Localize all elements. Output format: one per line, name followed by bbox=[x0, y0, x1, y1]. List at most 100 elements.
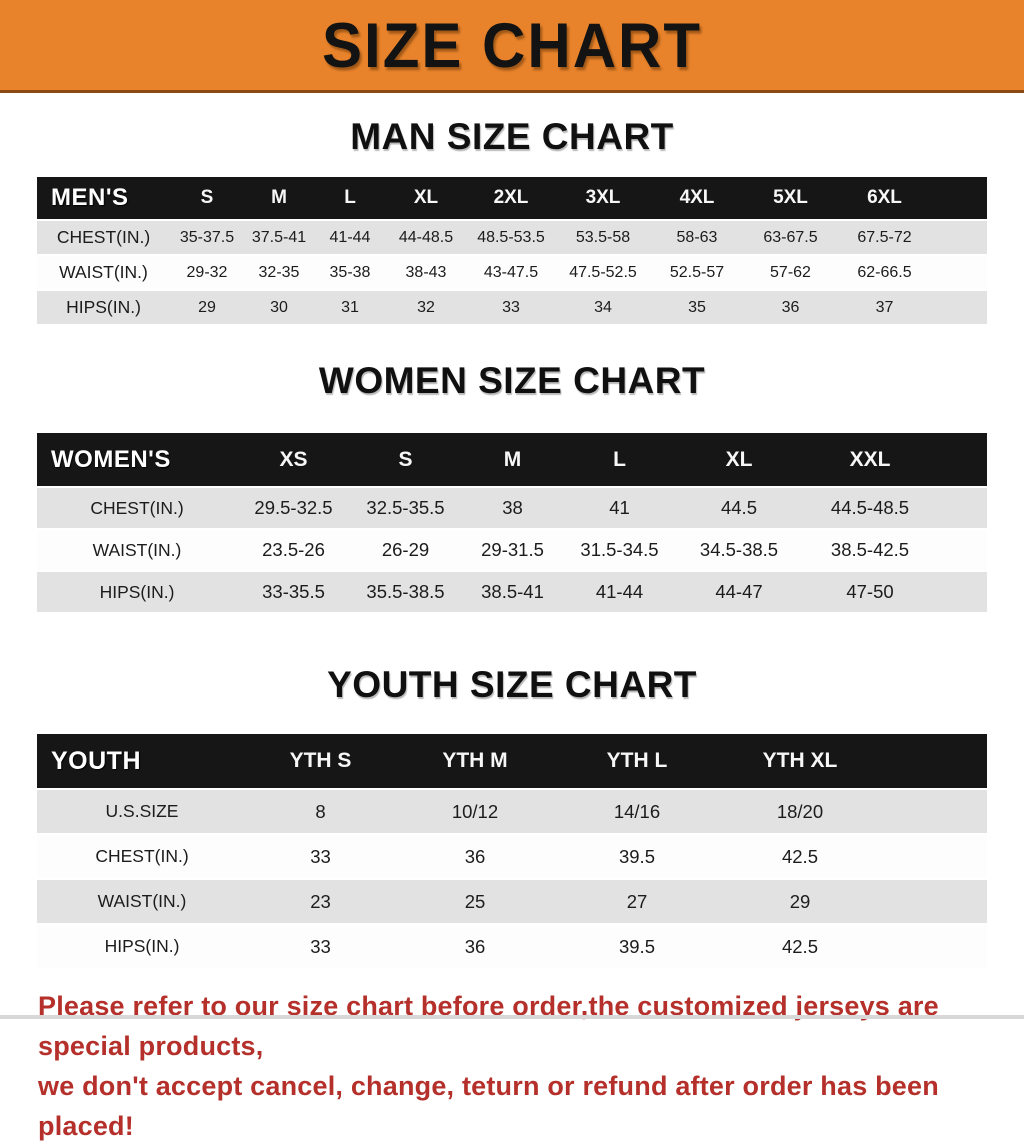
size-value: 29 bbox=[789, 890, 811, 912]
size-value: 38.5-42.5 bbox=[830, 539, 910, 560]
corner-label: MEN'S bbox=[37, 177, 170, 219]
header-row: WOMEN'S XS S M L XL XXL bbox=[37, 433, 987, 486]
women-size-table: WOMEN'S XS S M L XL XXL CHEST(IN.) 29.5-32.5 32.5… bbox=[37, 431, 987, 614]
size-value: 35 bbox=[688, 298, 706, 316]
size-column-header: L bbox=[314, 177, 386, 219]
size-column-header: S bbox=[350, 433, 461, 486]
size-value: 44.5-48.5 bbox=[830, 497, 910, 518]
size-value: 26-29 bbox=[381, 539, 430, 560]
size-value: 29-31.5 bbox=[481, 539, 544, 560]
men-size-table: MEN'S S M L XL 2XL 3XL 4XL 5XL 6XL CHEST(IN.) 35-37… bbox=[37, 175, 987, 326]
row-label: CHEST(IN.) bbox=[90, 497, 184, 518]
size-column-header: 6XL bbox=[837, 177, 932, 219]
size-column-header: M bbox=[461, 433, 564, 486]
size-column-header: M bbox=[244, 177, 314, 219]
women-section-heading: WOMEN SIZE CHART bbox=[318, 360, 706, 401]
spacer-cell bbox=[937, 488, 987, 528]
size-value: 23 bbox=[310, 890, 331, 912]
size-value: 48.5-53.5 bbox=[477, 228, 545, 246]
size-value: 33 bbox=[502, 298, 520, 316]
size-value: 33-35.5 bbox=[262, 581, 325, 602]
size-value: 33 bbox=[310, 935, 331, 957]
size-value: 33 bbox=[310, 845, 331, 867]
size-column-header: 2XL bbox=[466, 177, 556, 219]
size-value: 53.5-58 bbox=[575, 228, 631, 246]
size-value: 39.5 bbox=[618, 935, 655, 957]
table-row: CHEST(IN.) 33 36 39.5 42.5 bbox=[37, 835, 987, 878]
size-value: 27 bbox=[626, 890, 648, 912]
table-row: WAIST(IN.) 23.5-26 26-29 29-31.5 31.5-34.5 34… bbox=[37, 530, 987, 570]
table-row: HIPS(IN.) 33-35.5 35.5-38.5 38.5-41 41-44 44-… bbox=[37, 572, 987, 612]
corner-label: WOMEN'S bbox=[37, 433, 237, 486]
size-value: 38 bbox=[502, 497, 523, 518]
size-value: 31.5-34.5 bbox=[580, 539, 659, 560]
row-label: WAIST(IN.) bbox=[59, 262, 148, 282]
women-size-section: WOMEN SIZE CHART WOMEN'S XS S M L XL XXL CHEST(… bbox=[0, 360, 1024, 614]
youth-section-heading: YOUTH SIZE CHART bbox=[327, 664, 697, 705]
size-value: 36 bbox=[464, 935, 486, 957]
size-value: 25 bbox=[464, 890, 486, 912]
row-label: U.S.SIZE bbox=[105, 801, 179, 821]
spacer-cell bbox=[932, 221, 987, 254]
size-column-header: XL bbox=[675, 433, 803, 486]
header-row: MEN'S S M L XL 2XL 3XL 4XL 5XL 6XL bbox=[37, 177, 987, 219]
size-value: 47-50 bbox=[846, 581, 894, 602]
spacer-cell bbox=[932, 177, 987, 219]
men-size-section: MAN SIZE CHART MEN'S S M L XL 2XL 3XL 4XL 5XL 6XL… bbox=[0, 116, 1024, 326]
size-value: 39.5 bbox=[618, 845, 655, 867]
spacer-cell bbox=[882, 734, 987, 788]
row-label: HIPS(IN.) bbox=[104, 936, 180, 956]
table-row: WAIST(IN.) 29-32 32-35 35-38 38-43 43-47.5 47.… bbox=[37, 256, 987, 289]
size-column-header: XS bbox=[237, 433, 350, 486]
size-value: 44.5 bbox=[720, 497, 757, 518]
table-row: U.S.SIZE 8 10/12 14/16 18/20 bbox=[37, 790, 987, 833]
size-value: 63-67.5 bbox=[763, 228, 818, 246]
size-value: 8 bbox=[315, 800, 326, 822]
spacer-cell bbox=[882, 790, 987, 833]
size-value: 35-37.5 bbox=[179, 228, 235, 246]
spacer-cell bbox=[937, 433, 987, 486]
size-column-header: YTH S bbox=[247, 734, 394, 788]
size-value: 42.5 bbox=[781, 845, 818, 867]
table-row: WAIST(IN.) 23 25 27 29 bbox=[37, 880, 987, 923]
size-value: 43-47.5 bbox=[483, 263, 539, 281]
size-value: 58-63 bbox=[676, 228, 718, 246]
corner-label: YOUTH bbox=[37, 734, 247, 788]
spacer-cell bbox=[882, 835, 987, 878]
size-value: 37 bbox=[875, 298, 894, 316]
size-value: 36 bbox=[464, 845, 486, 867]
size-value: 44-47 bbox=[715, 581, 763, 602]
spacer-cell bbox=[882, 925, 987, 968]
spacer-cell bbox=[932, 256, 987, 289]
size-value: 37.5-41 bbox=[251, 228, 307, 246]
size-value: 29 bbox=[198, 298, 216, 316]
size-value: 18/20 bbox=[776, 800, 824, 822]
header-row: YOUTH YTH S YTH M YTH L YTH XL bbox=[37, 734, 987, 788]
size-value: 32 bbox=[417, 298, 435, 316]
row-label: HIPS(IN.) bbox=[99, 581, 175, 602]
size-value: 14/16 bbox=[613, 800, 661, 822]
row-label: HIPS(IN.) bbox=[66, 297, 141, 317]
size-value: 62-66.5 bbox=[857, 263, 912, 281]
bottom-divider bbox=[0, 1015, 1024, 1019]
size-value: 67.5-72 bbox=[857, 228, 912, 246]
notice-line-2: we don't accept cancel, change, teturn o… bbox=[38, 1071, 939, 1141]
spacer-cell bbox=[932, 291, 987, 324]
size-value: 47.5-52.5 bbox=[569, 263, 637, 281]
size-value: 31 bbox=[341, 298, 359, 316]
size-column-header: L bbox=[564, 433, 675, 486]
size-value: 29.5-32.5 bbox=[254, 497, 333, 518]
size-column-header: 5XL bbox=[744, 177, 837, 219]
spacer-cell bbox=[937, 530, 987, 570]
notice-line-1: Please refer to our size chart before or… bbox=[38, 991, 939, 1061]
table-row: CHEST(IN.) 35-37.5 37.5-41 41-44 44-48.5 48.5… bbox=[37, 221, 987, 254]
size-column-header: YTH M bbox=[394, 734, 556, 788]
youth-size-table: YOUTH YTH S YTH M YTH L YTH XL U.S.SIZE 8 10/12… bbox=[37, 732, 987, 970]
size-column-header: YTH L bbox=[556, 734, 718, 788]
youth-size-section: YOUTH SIZE CHART YOUTH YTH S YTH M YTH L YTH… bbox=[0, 664, 1024, 970]
row-label: CHEST(IN.) bbox=[95, 846, 189, 866]
size-value: 36 bbox=[781, 298, 800, 316]
size-value: 44-48.5 bbox=[398, 228, 454, 246]
title-banner: SIZE CHART bbox=[0, 0, 1024, 93]
